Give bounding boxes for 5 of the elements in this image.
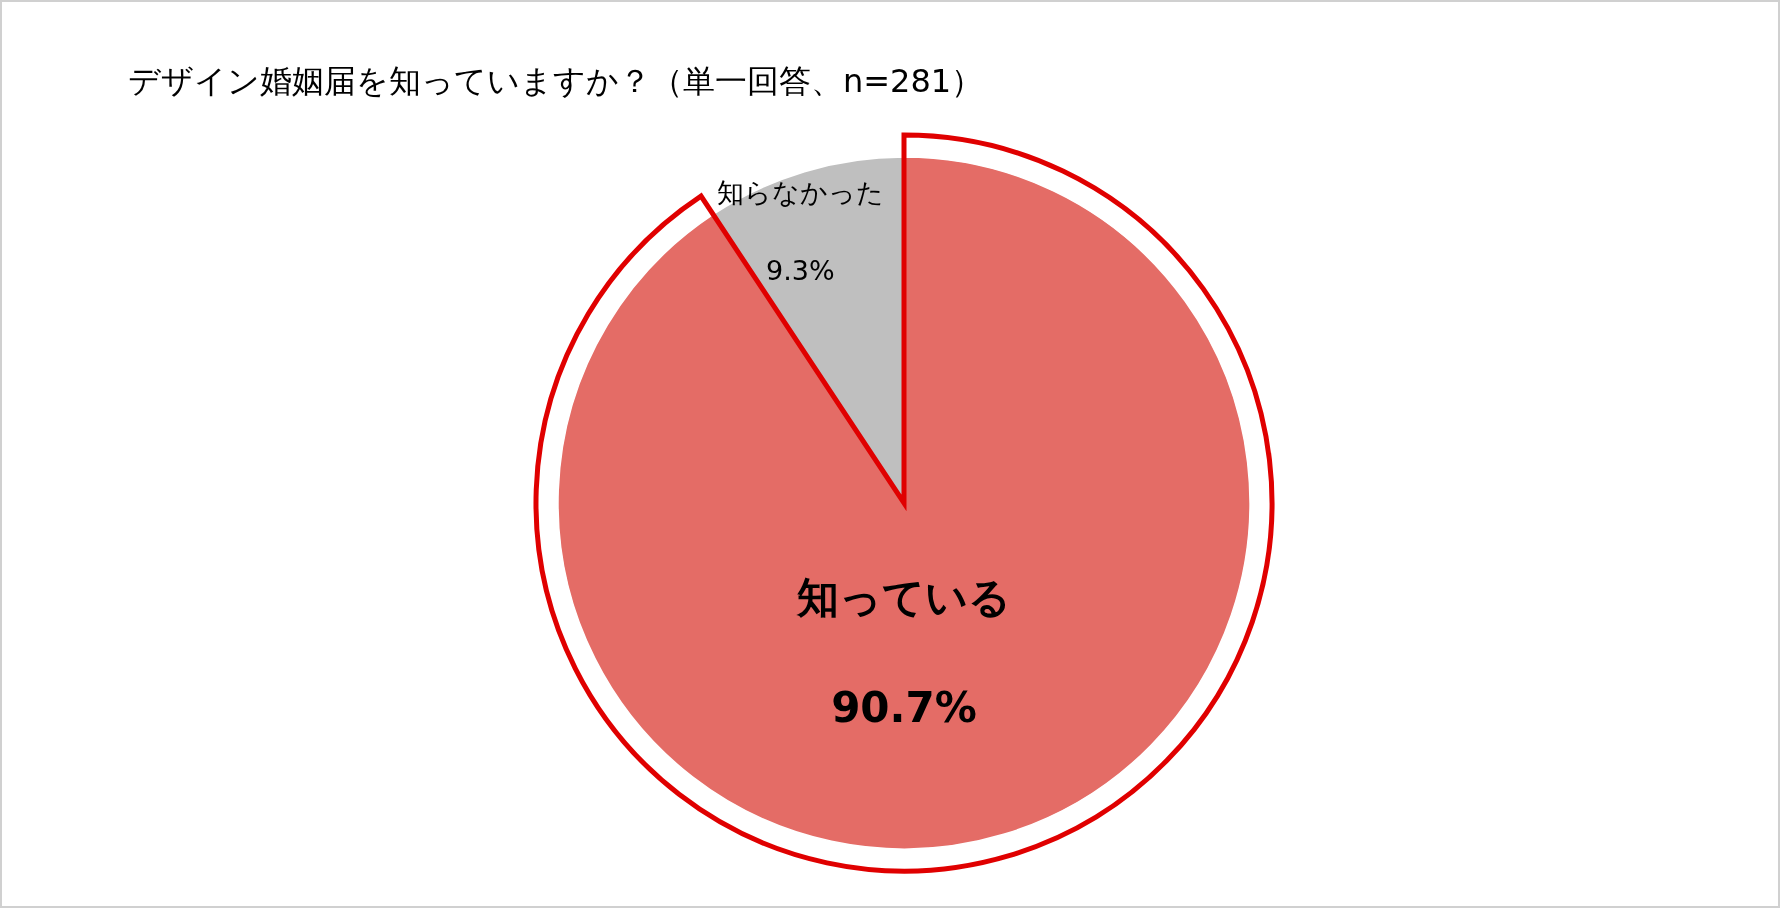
chart-title: デザイン婚姻届を知っていますか？（単一回答、n=281） — [128, 62, 984, 100]
data-label: 9.3% — [765, 254, 835, 286]
slice-label: 知っている — [796, 572, 1011, 622]
data-label: 90.7% — [831, 682, 977, 732]
slice-label: 知らなかった — [716, 176, 884, 208]
